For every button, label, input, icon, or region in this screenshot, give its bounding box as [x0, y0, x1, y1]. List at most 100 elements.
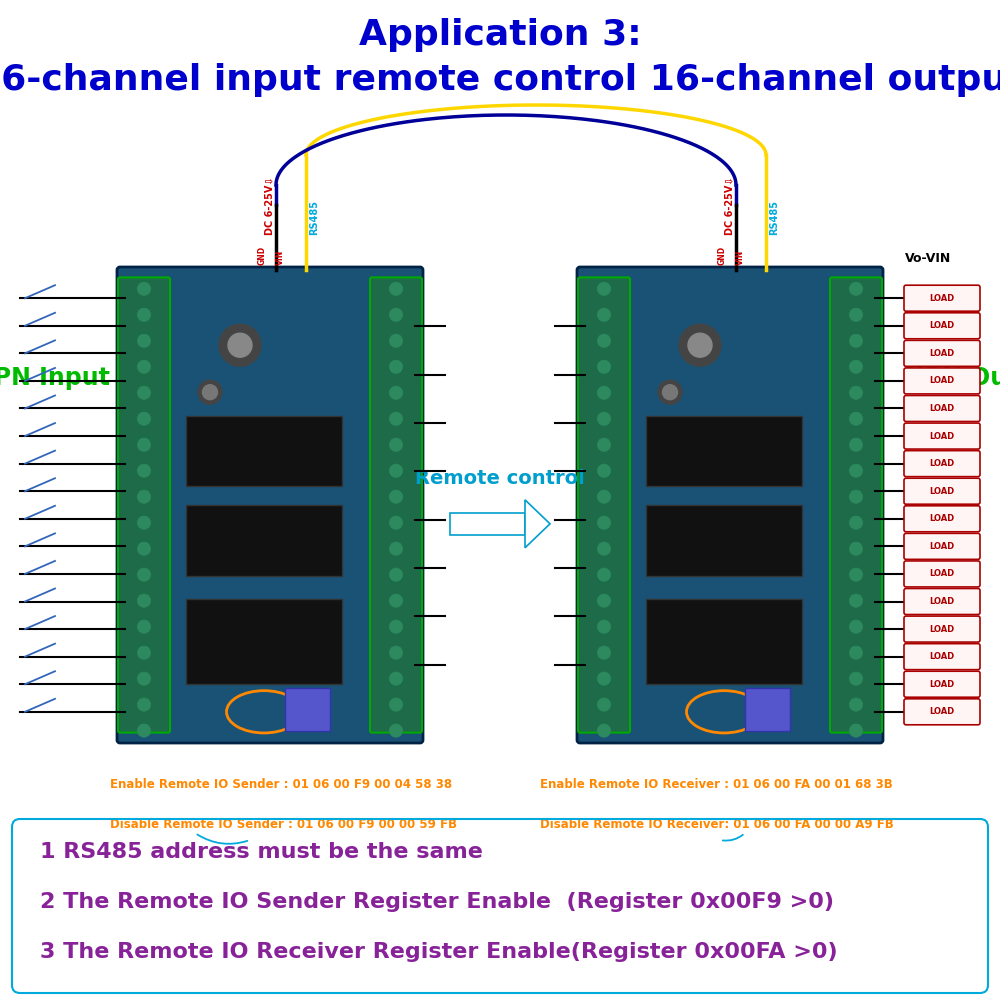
FancyBboxPatch shape: [904, 561, 980, 587]
Circle shape: [389, 594, 403, 607]
Circle shape: [137, 646, 151, 659]
FancyBboxPatch shape: [904, 699, 980, 725]
FancyBboxPatch shape: [904, 616, 980, 642]
Text: Application 3:: Application 3:: [359, 18, 641, 52]
Text: LOAD: LOAD: [929, 376, 955, 385]
Circle shape: [597, 646, 611, 659]
Circle shape: [137, 386, 151, 399]
Circle shape: [849, 594, 863, 607]
Circle shape: [389, 646, 403, 659]
Circle shape: [597, 360, 611, 373]
Circle shape: [137, 438, 151, 451]
Circle shape: [849, 360, 863, 373]
Circle shape: [389, 568, 403, 581]
FancyBboxPatch shape: [904, 313, 980, 339]
Text: LOAD: LOAD: [929, 597, 955, 606]
Text: LOAD: LOAD: [929, 321, 955, 330]
Text: VIN: VIN: [736, 250, 744, 265]
Polygon shape: [525, 500, 550, 548]
FancyBboxPatch shape: [118, 277, 170, 733]
Text: 3 The Remote IO Receiver Register Enable(Register 0x00FA >0): 3 The Remote IO Receiver Register Enable…: [40, 942, 838, 962]
Text: GND: GND: [258, 246, 266, 265]
FancyBboxPatch shape: [904, 589, 980, 615]
Text: Disable Remote IO Sender : 01 06 00 F9 00 00 59 FB: Disable Remote IO Sender : 01 06 00 F9 0…: [110, 818, 457, 832]
Circle shape: [688, 333, 712, 357]
Text: DC 6-25V⇩: DC 6-25V⇩: [264, 176, 274, 235]
Circle shape: [219, 324, 261, 366]
Circle shape: [389, 542, 403, 555]
Circle shape: [849, 542, 863, 555]
Circle shape: [849, 438, 863, 451]
FancyBboxPatch shape: [904, 285, 980, 311]
Circle shape: [137, 568, 151, 581]
Circle shape: [849, 646, 863, 659]
Text: LOAD: LOAD: [929, 349, 955, 358]
Text: LOAD: LOAD: [929, 625, 955, 634]
FancyBboxPatch shape: [904, 506, 980, 532]
Text: LOAD: LOAD: [929, 652, 955, 661]
FancyBboxPatch shape: [370, 277, 422, 733]
Circle shape: [137, 412, 151, 425]
Bar: [186, 599, 342, 684]
Text: 16-channel input remote control 16-channel output: 16-channel input remote control 16-chann…: [0, 63, 1000, 97]
Circle shape: [658, 380, 682, 404]
Circle shape: [389, 438, 403, 451]
Bar: [745, 688, 790, 731]
Circle shape: [849, 724, 863, 737]
Text: RS485: RS485: [769, 200, 779, 235]
Circle shape: [597, 620, 611, 633]
FancyBboxPatch shape: [904, 451, 980, 477]
Circle shape: [389, 464, 403, 477]
Bar: [646, 416, 802, 486]
Circle shape: [597, 542, 611, 555]
Text: LOAD: LOAD: [929, 569, 955, 578]
Text: LOAD: LOAD: [929, 514, 955, 523]
Circle shape: [137, 620, 151, 633]
FancyBboxPatch shape: [578, 277, 630, 733]
Circle shape: [389, 620, 403, 633]
Circle shape: [198, 380, 222, 404]
FancyBboxPatch shape: [904, 478, 980, 504]
Circle shape: [597, 490, 611, 503]
Circle shape: [389, 412, 403, 425]
Circle shape: [597, 724, 611, 737]
Text: Enable Remote IO Sender : 01 06 00 F9 00 04 58 38: Enable Remote IO Sender : 01 06 00 F9 00…: [110, 778, 452, 792]
Circle shape: [137, 594, 151, 607]
Text: LOAD: LOAD: [929, 680, 955, 689]
Text: LOAD: LOAD: [929, 542, 955, 551]
Circle shape: [597, 438, 611, 451]
Text: GND: GND: [718, 246, 726, 265]
Circle shape: [849, 672, 863, 685]
Circle shape: [389, 672, 403, 685]
FancyBboxPatch shape: [904, 340, 980, 366]
Circle shape: [597, 698, 611, 711]
FancyBboxPatch shape: [904, 533, 980, 559]
Circle shape: [137, 282, 151, 295]
Text: LOAD: LOAD: [929, 432, 955, 441]
Circle shape: [849, 412, 863, 425]
Text: Enable Remote IO Receiver : 01 06 00 FA 00 01 68 3B: Enable Remote IO Receiver : 01 06 00 FA …: [540, 778, 893, 792]
Bar: [186, 416, 342, 486]
FancyBboxPatch shape: [830, 277, 882, 733]
Circle shape: [137, 334, 151, 347]
Text: 2 The Remote IO Sender Register Enable  (Register 0x00F9 >0): 2 The Remote IO Sender Register Enable (…: [40, 892, 834, 912]
Circle shape: [137, 490, 151, 503]
Circle shape: [597, 386, 611, 399]
Circle shape: [389, 360, 403, 373]
FancyBboxPatch shape: [117, 267, 423, 743]
Circle shape: [389, 490, 403, 503]
Circle shape: [389, 334, 403, 347]
Text: LOAD: LOAD: [929, 294, 955, 303]
Circle shape: [597, 282, 611, 295]
Circle shape: [137, 724, 151, 737]
Text: VIN: VIN: [276, 250, 285, 265]
Circle shape: [389, 516, 403, 529]
Circle shape: [679, 324, 721, 366]
Circle shape: [849, 464, 863, 477]
Bar: [285, 688, 330, 731]
Circle shape: [849, 698, 863, 711]
Text: 1 RS485 address must be the same: 1 RS485 address must be the same: [40, 842, 483, 862]
Circle shape: [137, 360, 151, 373]
Bar: [186, 505, 342, 576]
Circle shape: [849, 516, 863, 529]
